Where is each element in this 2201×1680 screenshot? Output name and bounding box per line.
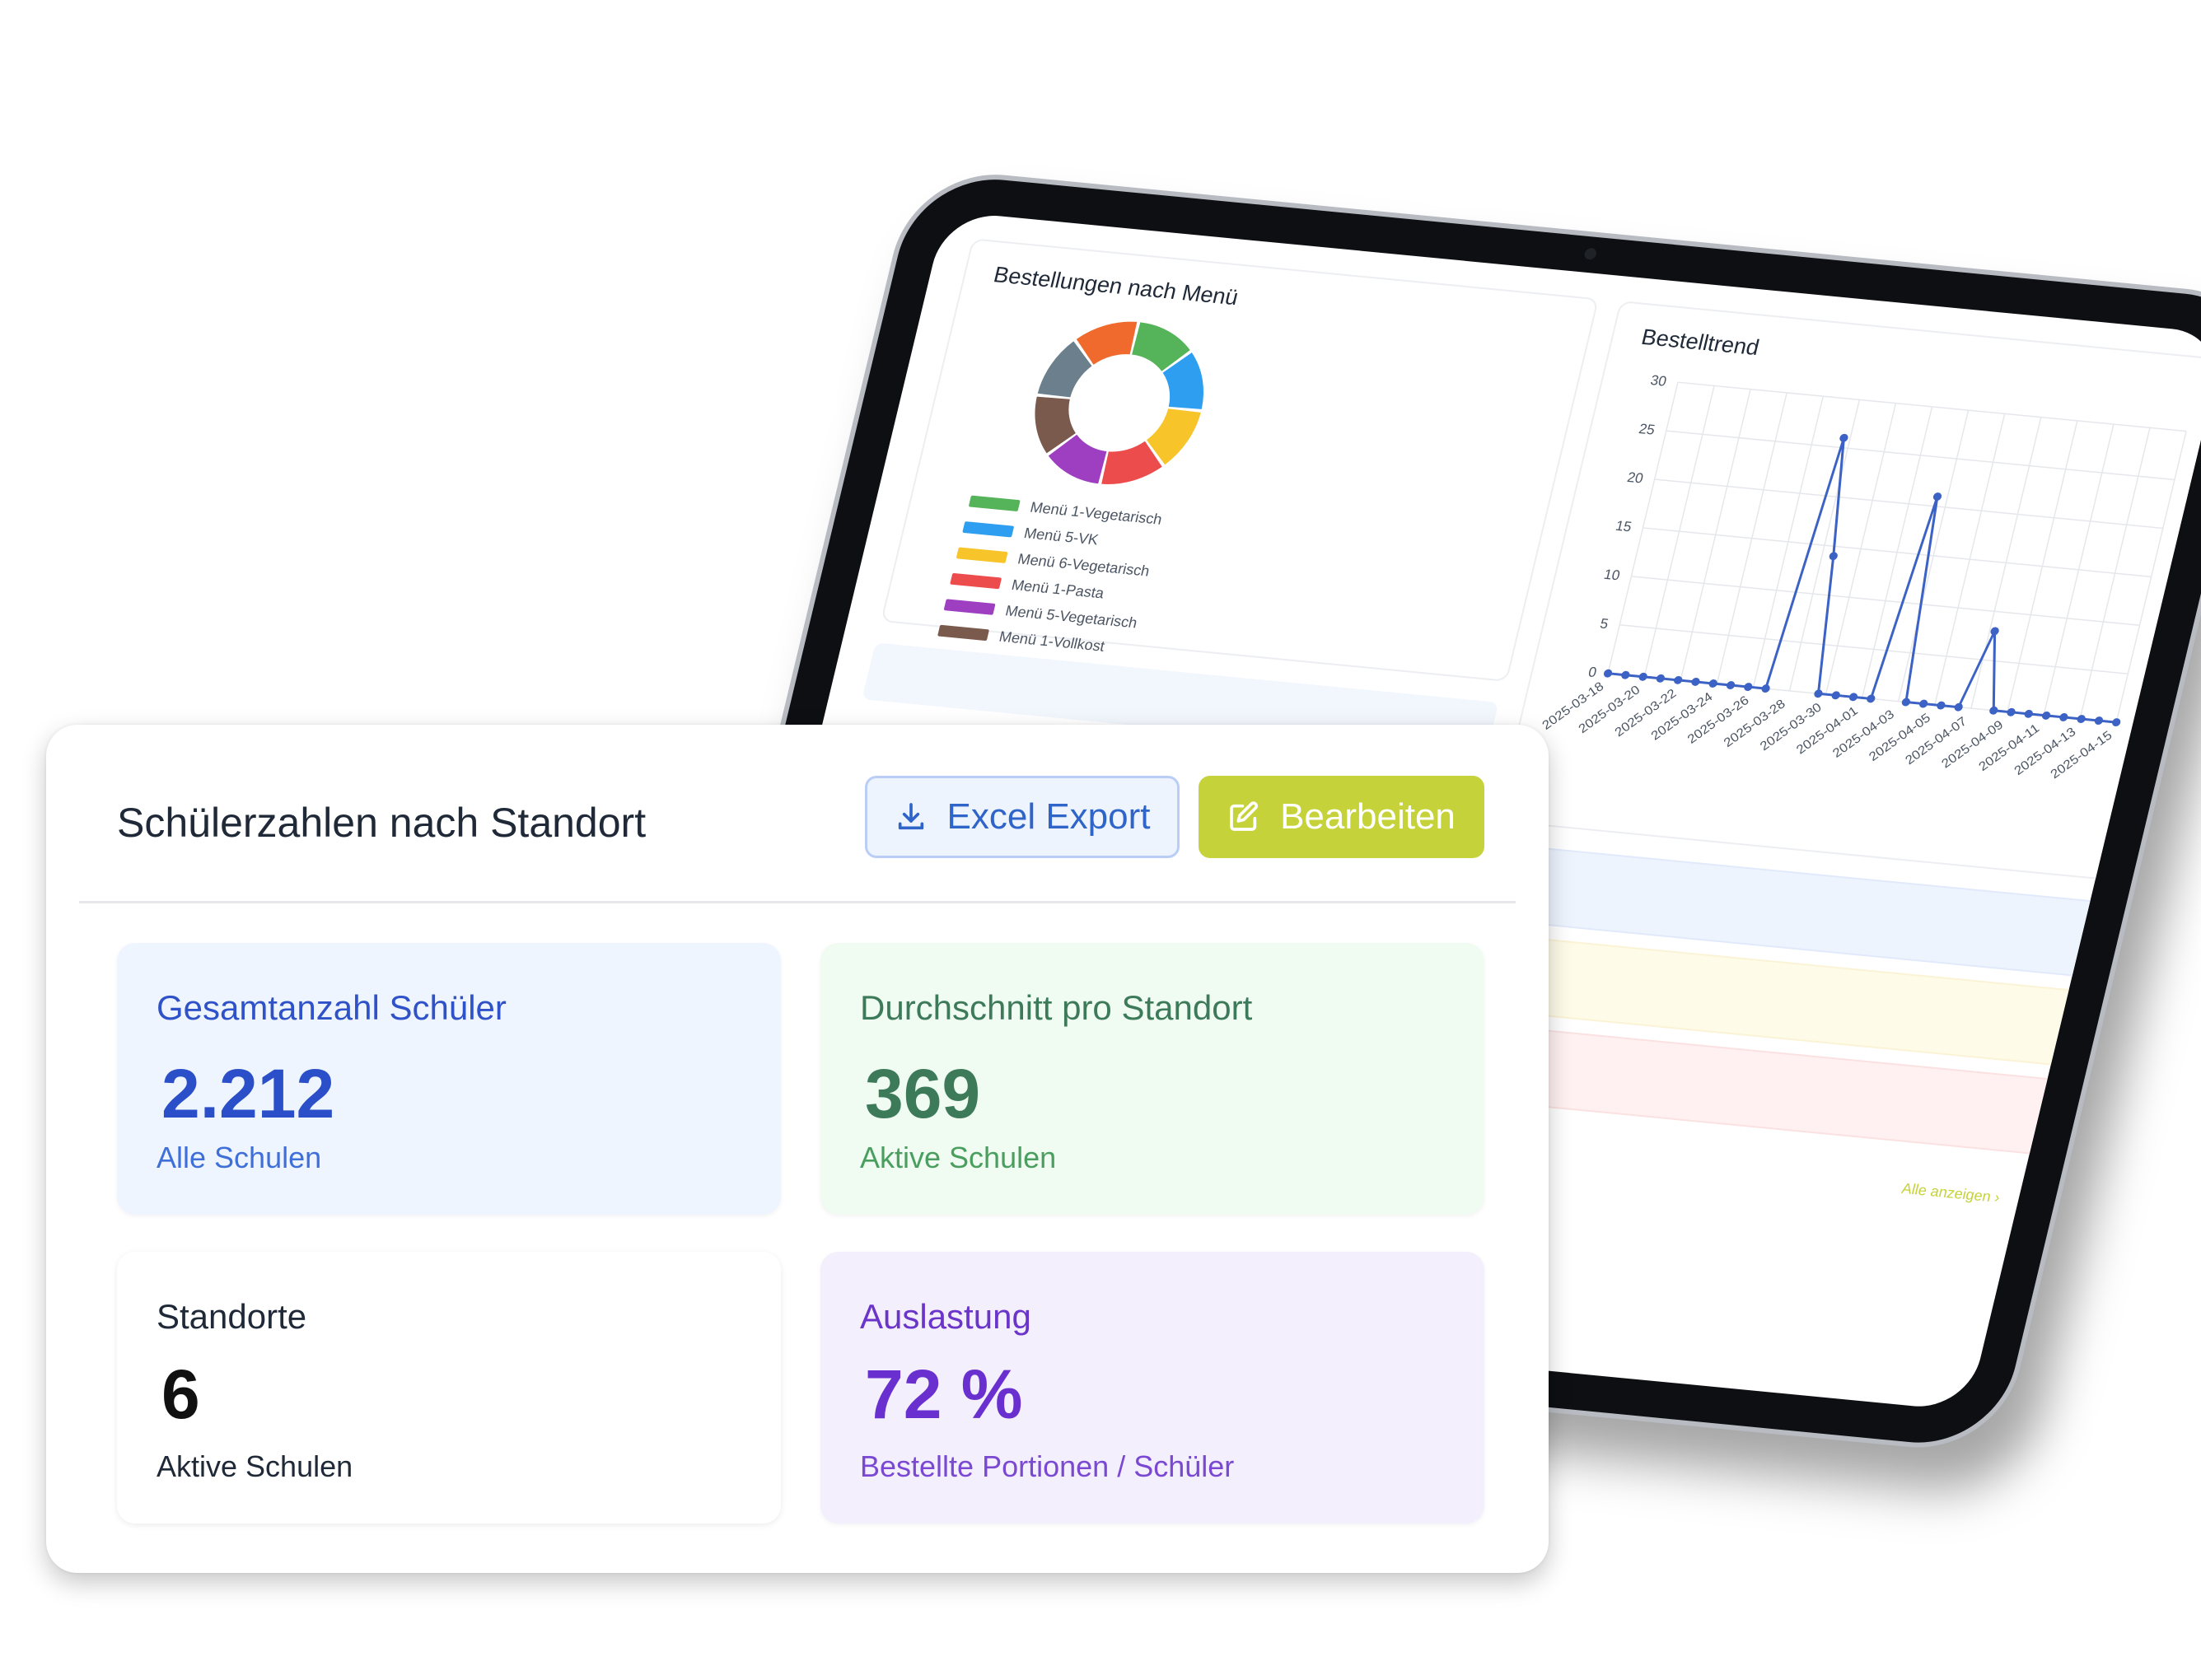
trend-point: [2094, 716, 2104, 725]
stat-avg-label: Durchschnitt pro Standort: [860, 988, 1253, 1027]
donut-slice: [1162, 352, 1203, 409]
trend-point: [1621, 670, 1630, 679]
excel-export-label: Excel Export: [946, 796, 1151, 837]
stat-total-value: 2.212: [161, 1055, 335, 1132]
stat-utilization: Auslastung 72 % Bestellte Portionen / Sc…: [820, 1252, 1484, 1524]
trend-point: [1814, 689, 1823, 698]
donut-slice: [1101, 441, 1162, 484]
y-tick-label: 0: [1586, 665, 1598, 680]
trend-point: [2077, 715, 2086, 723]
trend-chart-title: Bestelltrend: [1638, 324, 1762, 361]
stat-load-label: Auslastung: [860, 1297, 1031, 1336]
trend-point: [1638, 672, 1647, 681]
trend-point: [1848, 693, 1858, 702]
download-icon: [898, 803, 923, 830]
stat-locations: Standorte 6 Aktive Schulen: [117, 1252, 781, 1524]
grid-line-h: [1619, 624, 2129, 674]
trend-point: [1708, 679, 1717, 688]
y-tick-label: 10: [1602, 567, 1621, 583]
trend-point: [1829, 552, 1838, 561]
legend-label: Menü 5-VK: [1022, 524, 1100, 548]
edit-icon: [1230, 801, 1259, 831]
trend-chart-card: Bestelltrend 0 5 10 15 20 25 30 2025-03-18 2025-…: [1495, 301, 2201, 882]
donut-chart-card: Bestellungen nach Menü Menü 1-Vegetarisc…: [880, 238, 1600, 682]
donut-slice: [1037, 341, 1092, 398]
y-tick-label: 20: [1626, 469, 1645, 486]
stat-total-sub: Alle Schulen: [157, 1141, 322, 1174]
student-count-card: Schülerzahlen nach Standort Excel Export…: [46, 725, 1549, 1573]
camera-dot: [1583, 247, 1598, 260]
trend-point: [2112, 718, 2121, 727]
grid-line-h: [1666, 430, 2175, 481]
trend-point: [1839, 433, 1848, 442]
trend-point: [2007, 707, 2016, 716]
trend-point: [1932, 492, 1942, 501]
stat-locations-label: Standorte: [157, 1297, 307, 1336]
trend-point: [1901, 698, 1910, 707]
legend-label: Menü 1-Vollkost: [998, 628, 1107, 655]
legend-swatch: [937, 624, 990, 642]
y-tick-label: 15: [1614, 518, 1633, 534]
donut-slice: [1076, 321, 1138, 365]
excel-export-button[interactable]: Excel Export: [865, 776, 1180, 858]
stat-load-value: 72 %: [865, 1356, 1023, 1433]
legend-swatch: [962, 521, 1015, 538]
stat-average-per-location: Durchschnitt pro Standort 369 Aktive Sch…: [820, 943, 1484, 1215]
card-title: Schülerzahlen nach Standort: [117, 800, 647, 846]
trend-point: [2059, 713, 2068, 721]
stat-locations-sub: Aktive Schulen: [157, 1449, 353, 1483]
stat-total-label: Gesamtanzahl Schüler: [157, 988, 507, 1027]
card-header: Schülerzahlen nach Standort Excel Export…: [79, 725, 1516, 903]
stat-total-students: Gesamtanzahl Schüler 2.212 Alle Schulen: [117, 943, 781, 1215]
stat-load-sub: Bestellte Portionen / Schüler: [860, 1449, 1235, 1483]
edit-button[interactable]: Bearbeiten: [1199, 776, 1484, 858]
legend-swatch: [968, 495, 1021, 512]
trend-point: [1919, 699, 1928, 708]
trend-point: [1761, 684, 1770, 693]
trend-point: [1867, 694, 1876, 703]
y-tick-label: 25: [1638, 421, 1657, 437]
donut-chart-title: Bestellungen nach Menü: [991, 262, 1241, 310]
trend-point: [2041, 711, 2051, 720]
donut-legend: Menü 1-Vegetarisch Menü 5-VK Menü 6-Vegeta…: [936, 488, 1165, 662]
show-all-link[interactable]: Alle anzeigen ›: [1900, 1179, 2002, 1206]
legend-label: Menü 1-Pasta: [1010, 576, 1106, 601]
y-tick-label: 5: [1599, 616, 1610, 632]
trend-point: [1989, 706, 1998, 715]
donut-slice: [1147, 408, 1201, 465]
grid-line-h: [1643, 527, 2152, 578]
y-tick-label: 30: [1649, 372, 1668, 389]
legend-swatch: [956, 547, 1008, 563]
trend-point: [1954, 702, 1963, 712]
trend-point: [1674, 675, 1683, 684]
trend-point: [1744, 683, 1753, 692]
grid-line-h: [1677, 381, 2187, 432]
trend-point: [1603, 669, 1613, 678]
grid-line-h: [1631, 576, 2140, 627]
legend-swatch: [950, 572, 1002, 590]
donut-slice: [1048, 434, 1107, 484]
stat-avg-sub: Aktive Schulen: [860, 1141, 1057, 1174]
trend-point: [1726, 681, 1736, 689]
grid-line-h: [1654, 478, 2163, 530]
tablet-device: Bestellungen nach Menü Menü 1-Vegetarisc…: [636, 61, 2201, 1456]
trend-point: [2024, 709, 2033, 718]
trend-point: [1831, 691, 1840, 700]
stat-avg-value: 369: [865, 1055, 981, 1132]
donut-slice: [1132, 322, 1190, 371]
trend-point: [1656, 674, 1666, 683]
trend-line-chart: 0510152025302025-03-182025-03-202025-03-…: [1540, 372, 2187, 782]
trend-point: [1691, 677, 1700, 686]
tablet-screen: Bestellungen nach Menü Menü 1-Vegetarisc…: [686, 211, 2201, 1412]
trend-point: [1937, 701, 1946, 710]
trend-point: [1990, 627, 1999, 636]
donut-slice: [1035, 396, 1076, 454]
legend-swatch: [943, 599, 996, 615]
donut-chart: [1035, 321, 1203, 484]
tablet-frame: Bestellungen nach Menü Menü 1-Vegetarisc…: [636, 166, 2201, 1456]
stat-locations-value: 6: [161, 1356, 200, 1433]
edit-label: Bearbeiten: [1280, 796, 1456, 837]
